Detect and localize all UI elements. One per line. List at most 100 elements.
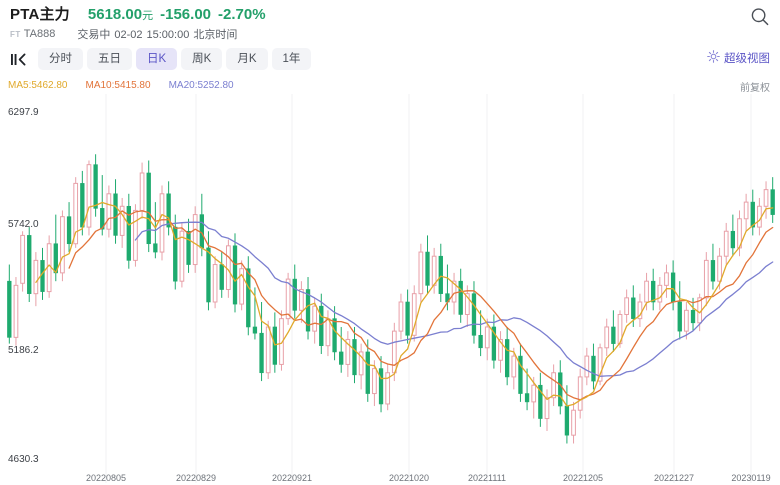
candle-body	[438, 255, 443, 294]
candle-body	[325, 318, 331, 347]
candle-body	[358, 351, 364, 376]
candle-body	[511, 355, 517, 378]
currency-unit: 元	[142, 10, 154, 22]
candle-body	[770, 189, 775, 215]
ma20-value: 5252.80	[197, 79, 234, 91]
ma10-line	[68, 210, 774, 401]
candle-body	[571, 409, 576, 436]
x-axis-tick: 20221227	[653, 473, 695, 483]
market-status-line: 交易中 02-02 15:00:00 北京时间	[77, 26, 237, 42]
candle-body	[20, 234, 25, 284]
tab-period-3[interactable]: 周K	[181, 48, 223, 70]
tab-period-2[interactable]: 日K	[136, 48, 178, 70]
candle-body	[192, 214, 198, 266]
tab-period-4[interactable]: 月K	[226, 48, 268, 70]
candle-body	[186, 230, 191, 265]
tab-period-5[interactable]: 1年	[271, 48, 312, 70]
candle-body	[206, 247, 211, 303]
x-axis-tick: 20220921	[271, 473, 313, 483]
collapse-left-icon[interactable]	[8, 50, 30, 68]
candle-body	[631, 297, 636, 319]
candle-body	[153, 243, 158, 253]
candle-body	[146, 172, 151, 245]
candle-body	[80, 183, 85, 228]
tab-period-0[interactable]: 分时	[38, 48, 83, 70]
candle-body	[491, 326, 497, 361]
last-price: 5618.00元	[88, 6, 153, 23]
candle-body	[458, 280, 463, 315]
candle-body	[624, 297, 630, 315]
candle-body	[13, 284, 19, 338]
ma10-legend: MA10:5415.80	[85, 79, 151, 91]
ma5-value: 5462.80	[31, 79, 68, 91]
quote-date: 02-02	[114, 29, 143, 41]
candle-body	[398, 301, 404, 332]
candle-body	[425, 251, 430, 286]
candle-body	[126, 205, 131, 261]
candle-series	[7, 154, 775, 444]
x-axis-tick: 20221111	[467, 473, 507, 483]
candle-body	[757, 205, 762, 228]
y-axis-tick: 5186.2	[8, 345, 39, 356]
candle-body	[723, 230, 729, 257]
candle-body	[299, 289, 304, 311]
candle-body	[604, 326, 610, 349]
symbol-code: TA888	[23, 28, 56, 40]
candle-body	[558, 372, 563, 407]
candle-body	[637, 301, 643, 320]
candle-body	[212, 264, 218, 303]
candle-body	[239, 268, 245, 305]
candle-body	[7, 280, 12, 338]
last-price-value: 5618.00	[87, 6, 143, 23]
candle-body	[265, 326, 271, 374]
candle-body	[591, 355, 596, 382]
candle-body	[345, 338, 351, 365]
candle-body	[531, 384, 537, 403]
x-axis-tick: 20221020	[388, 473, 430, 483]
quote-secondary-row: FT TA888 交易中 02-02 15:00:00 北京时间	[10, 25, 780, 43]
price-change-pct: -2.70%	[218, 6, 266, 23]
y-axis-tick: 5742.0	[8, 219, 39, 230]
x-axis-tick: 20221205	[562, 473, 604, 483]
period-tabs: 分时 五日 日K 周K 月K 1年	[38, 48, 312, 70]
candle-body	[471, 293, 477, 336]
candle-body	[33, 259, 39, 295]
ma20-legend: MA20:5252.80	[168, 79, 234, 91]
candle-body	[664, 272, 669, 286]
ma20-line	[134, 221, 774, 377]
candle-body	[431, 255, 437, 286]
ma10-value: 5415.80	[114, 79, 151, 91]
candle-body	[113, 193, 118, 236]
candle-body	[657, 284, 663, 303]
ma20-name: MA20	[168, 79, 195, 91]
candle-body	[538, 384, 543, 419]
candle-body	[703, 259, 709, 299]
candle-body	[391, 330, 397, 374]
candle-body	[577, 376, 583, 411]
chart-toolbar: 分时 五日 日K 周K 月K 1年 超级视图	[0, 42, 780, 76]
candle-body	[339, 351, 344, 365]
candle-body	[743, 201, 749, 220]
superview-label: 超级视图	[724, 53, 770, 65]
candle-body	[651, 280, 656, 303]
candle-body	[464, 293, 470, 315]
candle-body	[219, 264, 224, 290]
candle-body	[730, 230, 736, 249]
candle-body	[584, 355, 590, 378]
chart-canvas[interactable]	[0, 94, 780, 485]
superview-button[interactable]: 超级视图	[707, 50, 770, 66]
search-icon[interactable]	[749, 6, 771, 28]
candle-body	[259, 332, 264, 374]
candle-body	[611, 326, 616, 344]
candle-body	[199, 214, 204, 249]
candle-body	[305, 289, 311, 332]
candle-body	[484, 326, 490, 349]
candle-body	[411, 293, 417, 336]
candle-body	[285, 278, 291, 320]
tab-period-1[interactable]: 五日	[87, 48, 132, 70]
candlestick-chart[interactable]: 6297.9 5742.0 5186.2 4630.3 20220805 2022082…	[0, 94, 780, 485]
candle-body	[332, 318, 337, 353]
candle-body	[670, 272, 676, 303]
candle-body	[524, 393, 530, 403]
candle-body	[405, 301, 410, 336]
